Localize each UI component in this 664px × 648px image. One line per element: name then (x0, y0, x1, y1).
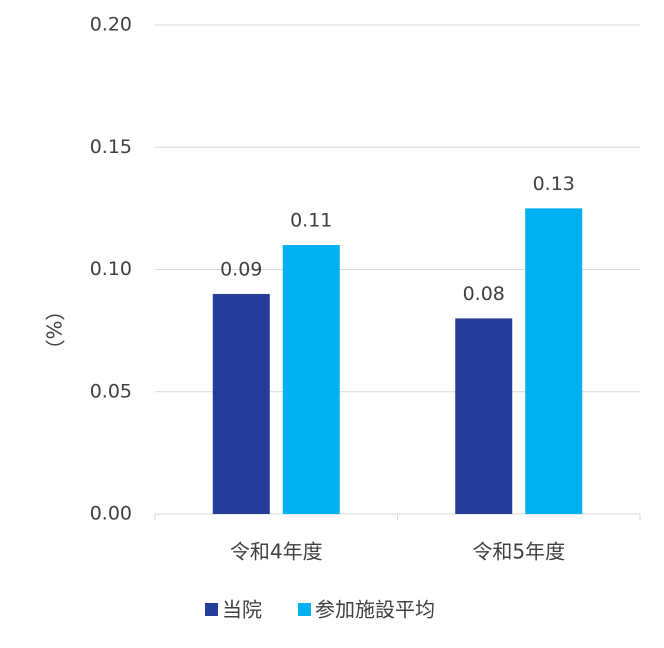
value-label: 0.09 (220, 258, 262, 280)
y-axis-label: （%） (42, 300, 66, 359)
bar (282, 245, 340, 515)
y-tick-label: 0.20 (90, 14, 132, 36)
y-tick-label: 0.05 (90, 380, 132, 402)
bar (525, 208, 583, 514)
y-tick-label: 0.15 (90, 136, 132, 158)
legend-label: 当院 (222, 598, 262, 622)
x-tick-label: 令和5年度 (472, 540, 565, 564)
x-tick-label: 令和4年度 (230, 540, 323, 564)
bar (212, 293, 270, 514)
legend-swatch (205, 603, 218, 616)
y-tick-label: 0.10 (90, 258, 132, 280)
value-label: 0.08 (463, 283, 505, 305)
legend-swatch (298, 603, 311, 616)
bar (455, 318, 513, 514)
y-tick-label: 0.00 (90, 503, 132, 525)
value-label: 0.13 (533, 173, 575, 195)
value-label: 0.11 (290, 210, 332, 232)
legend-label: 参加施設平均 (315, 598, 435, 622)
